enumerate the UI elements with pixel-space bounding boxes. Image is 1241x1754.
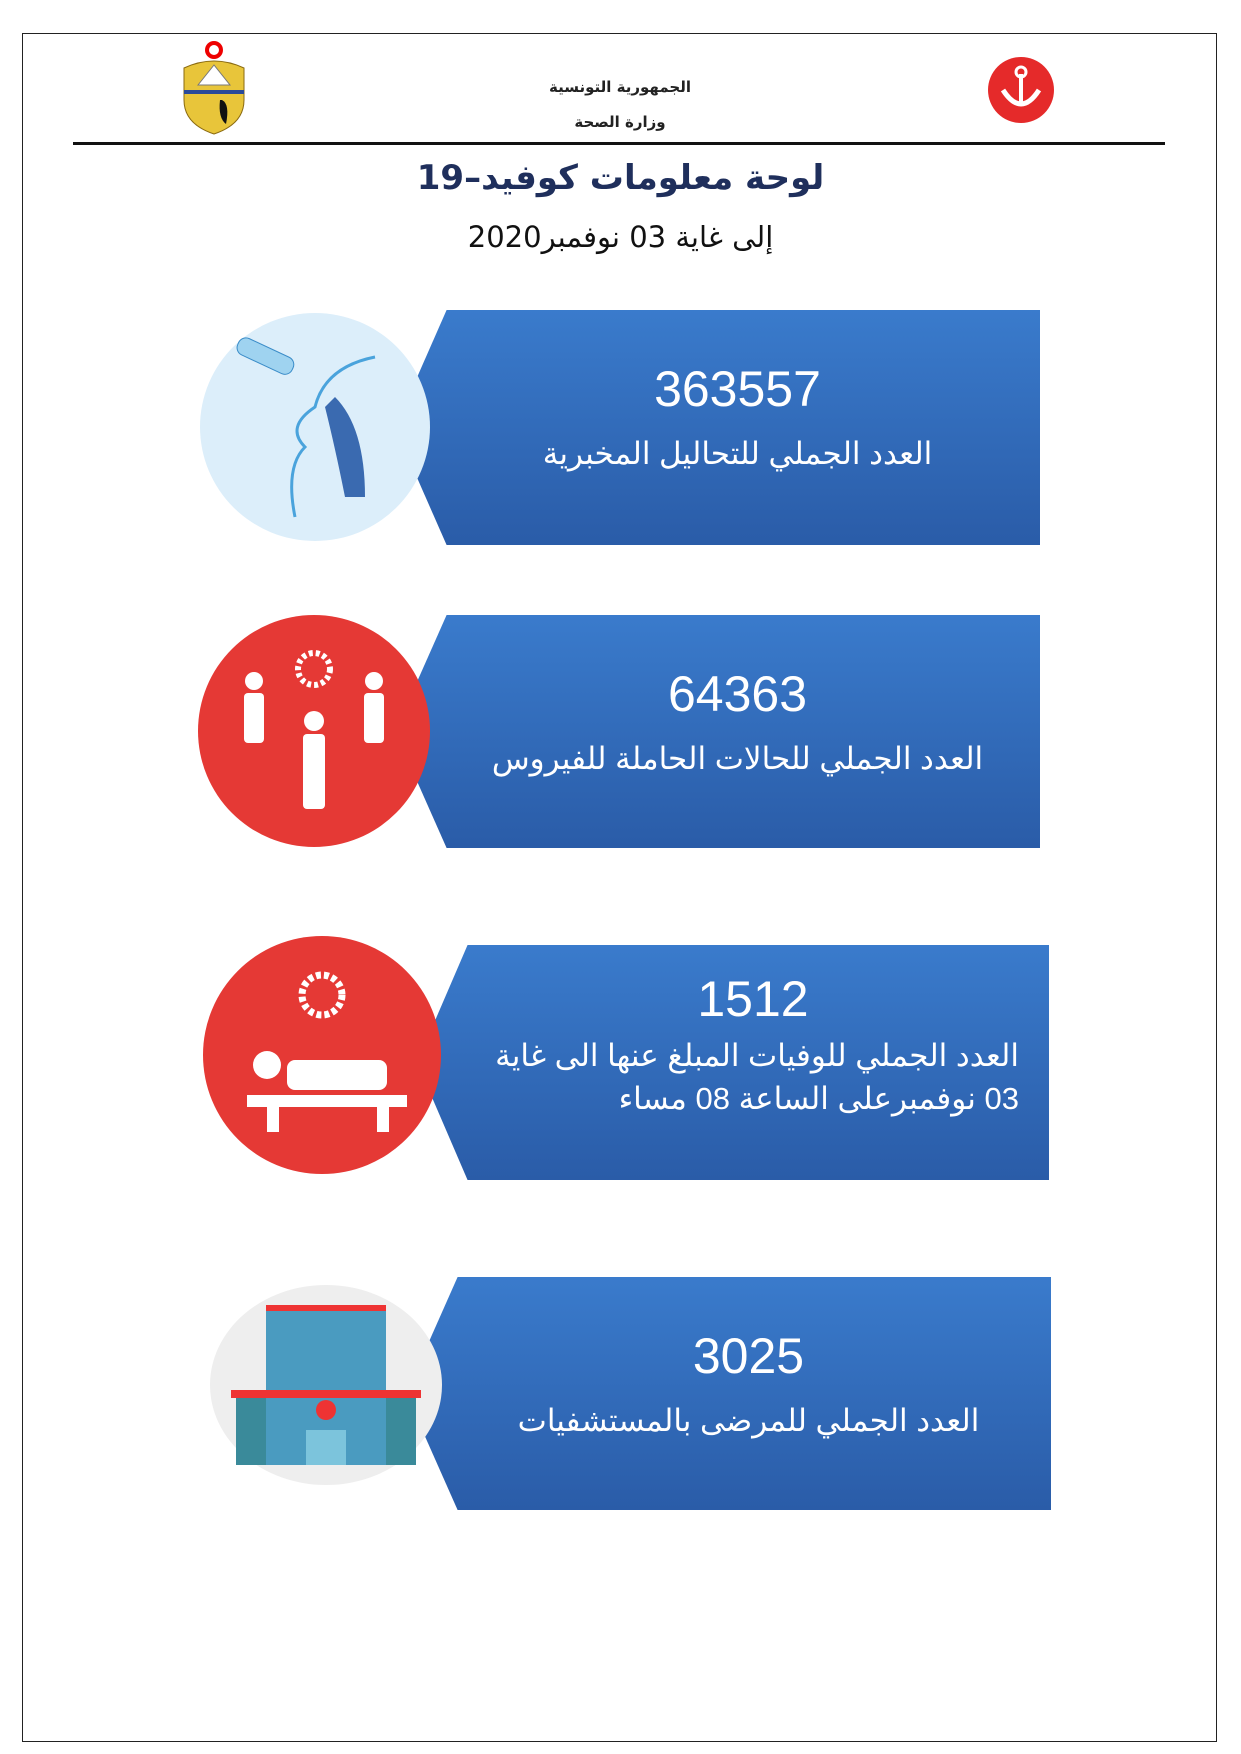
header-ministry: وزارة الصحة (574, 113, 666, 131)
page-title: لوحة معلومات كوفيد–19 (416, 158, 825, 198)
card-hospitalized: 3025 العدد الجملي للمرضى بالمستشفيات (406, 1277, 1051, 1510)
card-value: 363557 (654, 361, 821, 417)
card-label: العدد الجملي للمرضى بالمستشفيات (517, 1403, 980, 1438)
ministry-health-logo (988, 57, 1054, 123)
tunisia-coat-of-arms-logo (183, 41, 245, 135)
card-lab-tests: 363557 العدد الجملي للتحاليل المخبرية (395, 310, 1040, 545)
card-value: 1512 (697, 971, 809, 1027)
card-label: العدد الجملي للوفيات المبلغ عنها الى غاي… (495, 1038, 1019, 1117)
hospital-icon (210, 1285, 442, 1485)
page-border (22, 33, 1217, 1742)
patient-bed-virus-icon (203, 936, 441, 1174)
nasal-swab-test-icon (200, 313, 430, 541)
card-positive-cases: 64363 العدد الجملي للحالات الحاملة للفير… (395, 615, 1040, 848)
card-label: العدد الجملي للتحاليل المخبرية (542, 436, 933, 471)
card-value: 3025 (692, 1328, 805, 1384)
card-value: 64363 (667, 666, 808, 722)
page-subtitle: إلى غاية 03 نوفمبر2020 (467, 220, 774, 254)
header-divider (73, 142, 1165, 145)
infected-people-icon (198, 615, 430, 847)
card-label: العدد الجملي للحالات الحاملة للفيروس (491, 741, 984, 776)
header-republic: الجمهورية التونسية (549, 78, 691, 96)
card-deaths: 1512 العدد الجملي للوفيات المبلغ عنها ال… (417, 945, 1049, 1180)
